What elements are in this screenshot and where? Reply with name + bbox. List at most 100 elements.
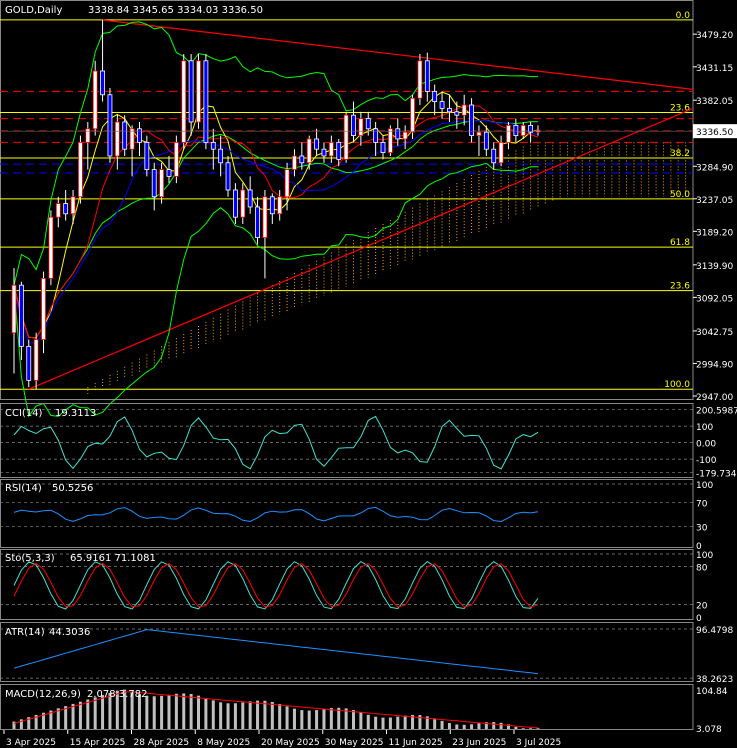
candle-body <box>483 131 489 150</box>
candle-body <box>100 70 105 96</box>
candle <box>33 332 39 390</box>
candle <box>395 118 401 146</box>
candle <box>41 271 46 354</box>
candle-body <box>70 196 76 215</box>
macd-bar <box>71 703 75 729</box>
candle-body <box>380 141 386 153</box>
macd-bar <box>292 708 296 729</box>
macd-bar <box>108 692 112 729</box>
candle <box>188 53 194 136</box>
candle <box>114 115 120 170</box>
stochastic-signal-line <box>13 562 539 608</box>
macd-bar <box>278 703 282 729</box>
bollinger-lower <box>13 162 539 418</box>
candle-body <box>225 162 231 191</box>
candle <box>196 53 201 129</box>
indicator-tick-label: 100 <box>696 551 713 561</box>
date-tick-label: 3 Apr 2025 <box>6 738 56 748</box>
candle-body <box>321 148 327 157</box>
candle-body <box>454 111 460 116</box>
macd-bar <box>248 701 252 729</box>
candle <box>218 135 224 177</box>
candle <box>107 87 113 163</box>
rsi-label: RSI(14) <box>5 483 42 494</box>
macd-bar <box>241 702 245 729</box>
cci-pane[interactable]: 200.5987 100 0.00 -100 -179.7349 <box>0 403 737 480</box>
candle-body <box>387 128 393 153</box>
macd-signal-line <box>13 691 539 729</box>
macd-bar <box>447 723 451 729</box>
candle <box>137 121 142 156</box>
macd-bar <box>521 728 525 729</box>
macd-bar <box>514 726 518 729</box>
indicator-line <box>13 506 539 523</box>
macd-bar <box>263 700 267 729</box>
candle <box>343 111 349 163</box>
cci-label: CCI(14) <box>5 408 43 419</box>
macd-bar <box>197 695 201 729</box>
price-tick-label: 3382.05 <box>696 97 733 107</box>
macd-bar <box>388 717 392 729</box>
candle-body <box>513 124 519 136</box>
atr-pane[interactable]: 96.4798 38.2623 <box>0 622 733 686</box>
macd-bar <box>226 703 230 729</box>
atr-value: 44.3036 <box>49 627 90 638</box>
candle <box>424 52 430 102</box>
macd-bar <box>34 714 38 729</box>
macd-bar <box>233 703 237 729</box>
candle-body <box>402 131 408 140</box>
date-tick-label: 15 Apr 2025 <box>70 738 126 748</box>
macd-bar <box>56 708 60 729</box>
candle <box>255 196 260 245</box>
candle <box>269 193 275 224</box>
candle <box>461 94 467 126</box>
indicator-tick-label: 0 <box>696 542 702 552</box>
candle-body <box>181 60 187 143</box>
macd-tick-label: 3.078 <box>696 725 722 735</box>
candle-body <box>410 97 415 133</box>
macd-pane[interactable]: 104.84 3.078 <box>0 684 728 735</box>
candle <box>417 53 423 105</box>
ma-red <box>13 105 539 339</box>
indicator-tick-label: 200.5987 <box>696 407 737 417</box>
candle-body <box>11 284 17 334</box>
candle <box>240 183 246 224</box>
indicator-tick-label: 30 <box>696 524 708 534</box>
macd-bar <box>137 694 141 729</box>
candle-body <box>306 138 312 164</box>
macd-bar <box>425 716 429 729</box>
candle <box>351 101 356 143</box>
macd-bar <box>506 724 510 729</box>
candle <box>129 125 135 177</box>
candle-body <box>520 124 526 136</box>
macd-bar <box>351 710 355 729</box>
price-tick-label: 3042.75 <box>696 328 733 338</box>
candle-body <box>151 169 157 198</box>
current-price-box <box>693 124 737 139</box>
indicator-tick-label: 70 <box>696 499 708 509</box>
macd-bar <box>315 710 319 729</box>
macd-bar <box>462 724 466 729</box>
candle <box>203 53 209 150</box>
macd-bar <box>381 717 385 729</box>
candle-body <box>343 114 349 160</box>
candle-body <box>447 107 452 113</box>
price-pane[interactable]: 0.0 23.6 38.2 50.0 61.8 23.6 100.0 <box>0 0 694 418</box>
indicator-tick-label: 80 <box>696 564 708 574</box>
candle-body <box>144 141 150 170</box>
candle-body <box>129 128 135 150</box>
rsi-pane[interactable]: 100 70 30 0 <box>0 479 713 553</box>
stochastic-pane[interactable]: 100 80 20 0 <box>0 549 713 625</box>
date-tick-label: 30 May 2025 <box>325 738 384 748</box>
macd-bar <box>130 691 134 729</box>
indicator-line <box>13 415 539 470</box>
indicator-tick-label: 38.2623 <box>696 675 733 685</box>
candle <box>469 98 474 143</box>
indicator-tick-label: 0.00 <box>696 440 716 450</box>
candle-body <box>336 141 342 160</box>
candle-body <box>122 121 128 150</box>
macd-bar <box>403 715 407 729</box>
candle <box>447 94 452 122</box>
pane-border <box>0 684 694 730</box>
